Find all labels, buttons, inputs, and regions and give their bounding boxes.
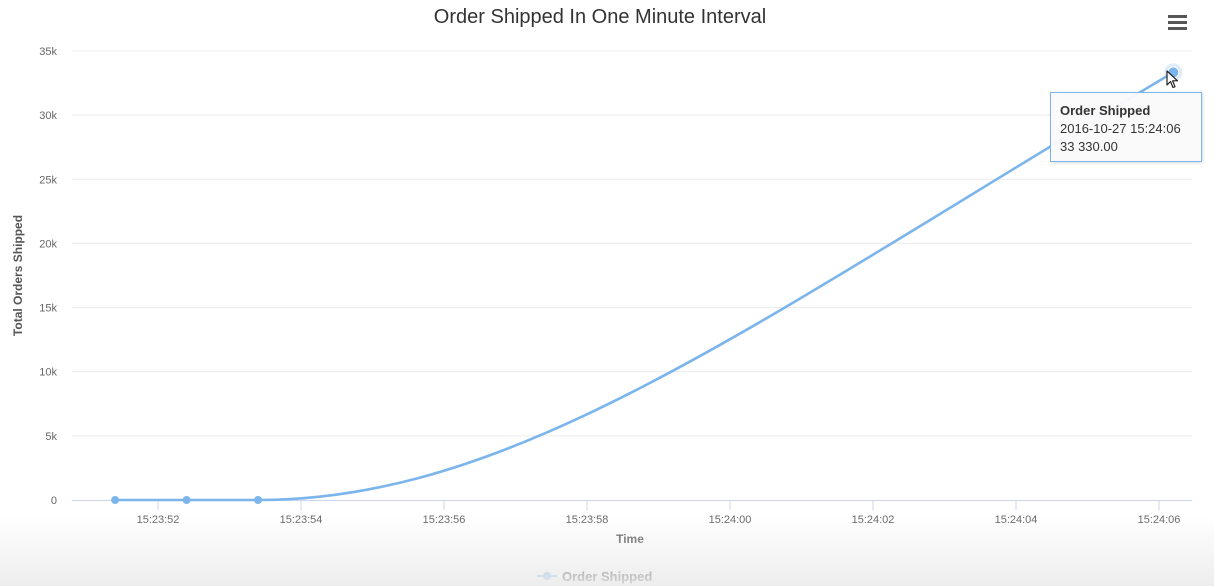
context-menu-button[interactable] — [1166, 12, 1190, 34]
x-tick-label: 15:24:04 — [995, 514, 1038, 526]
data-point — [182, 496, 191, 504]
y-tick-label: 10k — [39, 367, 57, 379]
legend-item-order-shipped[interactable]: Order Shipped — [536, 567, 652, 585]
y-tick-label: 20k — [39, 238, 57, 250]
x-tick-label: 15:23:56 — [423, 514, 466, 526]
y-tick-label: 25k — [39, 174, 57, 186]
y-tick-label: 0 — [51, 495, 57, 507]
x-tick-label: 15:23:52 — [137, 514, 180, 526]
mouse-cursor-icon — [1166, 70, 1179, 89]
y-tick-label: 30k — [39, 110, 57, 122]
data-tooltip: Order Shipped 2016-10-27 15:24:06 33 330… — [1050, 92, 1202, 162]
hamburger-menu-icon-line — [1168, 27, 1187, 30]
legend-symbol-icon — [537, 572, 557, 580]
chart-title: Order Shipped In One Minute Interval — [433, 6, 767, 28]
x-axis-title: Time — [616, 532, 644, 546]
x-tick-label: 15:24:00 — [709, 514, 752, 526]
hamburger-menu-icon — [1168, 15, 1187, 18]
x-tick-label: 15:23:58 — [566, 514, 609, 526]
y-axis-title: Total Orders Shipped — [11, 215, 25, 336]
tooltip-series-name: Order Shipped — [1060, 103, 1151, 118]
x-tick-label: 15:24:02 — [852, 514, 895, 526]
data-point — [111, 496, 120, 504]
data-point — [254, 496, 263, 504]
y-tick-label: 35k — [39, 46, 57, 58]
tooltip-datetime: 2016-10-27 15:24:06 — [1060, 121, 1181, 136]
legend-label: Order Shipped — [562, 568, 653, 584]
y-tick-label: 15k — [39, 303, 57, 315]
series-line-order-shipped — [113, 71, 1175, 502]
x-tick-label: 15:24:06 — [1138, 514, 1181, 526]
y-tick-label: 5k — [45, 431, 57, 443]
x-tick-label: 15:23:54 — [280, 514, 323, 526]
hamburger-menu-icon-line — [1168, 21, 1187, 24]
tooltip-value: 33 330.00 — [1060, 139, 1118, 154]
